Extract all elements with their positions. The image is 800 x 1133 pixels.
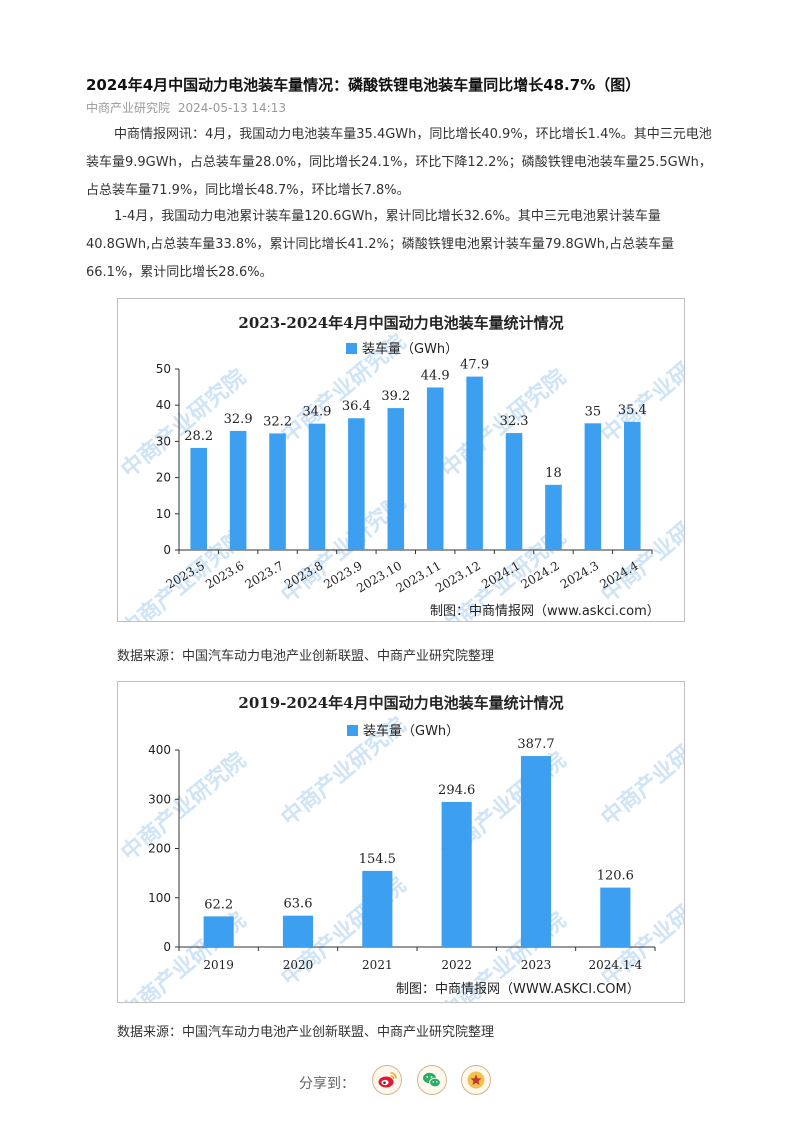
star-icon [467, 1071, 485, 1089]
chart-title: 2023-2024年4月中国动力电池装车量统计情况 [238, 314, 563, 332]
bar [600, 887, 631, 947]
bar [308, 423, 326, 550]
data-label: 154.5 [359, 852, 396, 867]
x-tick-label: 2023 [521, 958, 552, 972]
share-label: 分享到： [299, 1076, 355, 1092]
legend-label: 装车量（GWh） [363, 723, 459, 739]
y-tick-label: 100 [148, 891, 171, 905]
y-tick-label: 200 [148, 842, 171, 856]
article-source[interactable]: 中商产业研究院 [86, 101, 171, 115]
y-tick-label: 300 [148, 792, 171, 806]
article-paragraph: 1-4月，我国动力电池累计装车量120.6GWh，累计同比增长32.6%。其中三… [86, 209, 675, 280]
article-date: 2024-05-13 14:13 [177, 101, 286, 115]
data-label: 47.9 [460, 358, 489, 373]
x-tick-label: 2021 [362, 958, 393, 972]
bar [441, 801, 472, 947]
bar [190, 447, 207, 550]
bar [269, 433, 286, 550]
bar [362, 870, 393, 947]
chart-credit: 制图：中商情报网（WWW.ASKCI.COM） [396, 982, 640, 997]
share-wechat-button[interactable] [417, 1065, 447, 1095]
data-label: 44.9 [421, 368, 450, 383]
y-tick-label: 0 [163, 543, 171, 557]
watermark-text: 中商产业研究院 [596, 712, 684, 831]
wechat-icon [423, 1072, 441, 1088]
data-label: 387.7 [517, 737, 554, 752]
data-label: 34.9 [302, 405, 331, 420]
article-meta: 中商产业研究院 2024-05-13 14:13 [86, 99, 290, 117]
bar [426, 387, 444, 550]
bar [545, 484, 562, 550]
data-label: 32.3 [500, 414, 529, 429]
y-tick-label: 20 [156, 471, 171, 485]
chart-monthly: 中商产业研究院 中商产业研究院 中商产业研究院 中商产业研究院 中商产业研究院 中商产业研… [117, 298, 685, 622]
bar [624, 421, 641, 550]
data-label: 62.2 [204, 897, 233, 912]
x-tick-label: 2019 [203, 958, 234, 972]
x-tick-label: 2024.1-4 [588, 958, 642, 972]
bar [203, 916, 234, 947]
y-tick-label: 10 [156, 507, 171, 521]
article-paragraph: 中商情报网讯：4月，我国动力电池装车量35.4GWh，同比增长40.9%，环比增… [86, 127, 712, 198]
legend-swatch [347, 725, 358, 736]
data-label: 28.2 [184, 429, 213, 444]
x-tick-label: 2024.3 [558, 558, 601, 591]
data-label: 294.6 [438, 783, 475, 798]
watermark-text: 中商产业研究院 [118, 747, 251, 866]
share-favorite-button[interactable] [461, 1065, 491, 1095]
y-tick-label: 50 [156, 362, 171, 376]
bar [520, 756, 552, 947]
data-label: 39.2 [381, 389, 410, 404]
data-label: 32.2 [263, 414, 292, 429]
y-tick-label: 0 [163, 940, 171, 954]
x-tick-label: 2022 [441, 958, 472, 972]
data-source-note: 数据来源：中国汽车动力电池产业创新联盟、中商产业研究院整理 [117, 649, 495, 664]
x-tick-label: 2023.12 [433, 558, 483, 595]
bar [387, 408, 405, 550]
legend-label: 装车量（GWh） [362, 341, 458, 357]
y-tick-label: 30 [156, 434, 171, 448]
data-label: 120.6 [597, 869, 634, 884]
bar [282, 915, 314, 947]
data-label: 63.6 [284, 897, 313, 912]
share-bar: 分享到： [0, 1064, 800, 1100]
weibo-icon [378, 1072, 397, 1088]
data-source-note: 数据来源：中国汽车动力电池产业创新联盟、中商产业研究院整理 [117, 1025, 495, 1040]
share-weibo-button[interactable] [372, 1065, 402, 1095]
bar [584, 423, 602, 550]
legend-swatch [346, 343, 357, 354]
bar [348, 418, 365, 550]
x-tick-label: 2020 [283, 958, 314, 972]
y-tick-label: 40 [156, 398, 171, 412]
article-title: 2024年4月中国动力电池装车量情况：磷酸铁锂电池装车量同比增长48.7%（图） [86, 76, 641, 94]
chart-title: 2019-2024年4月中国动力电池装车量统计情况 [238, 694, 563, 712]
chart-credit: 制图：中商情报网（www.askci.com） [430, 604, 660, 619]
data-label: 32.9 [224, 412, 253, 427]
bar [466, 376, 483, 550]
chart-yearly: 中商产业研究院 中商产业研究院 中商产业研究院 中商产业研究院 中商产业研究院 中商产业研… [117, 681, 685, 1003]
data-label: 18 [545, 466, 562, 481]
data-label: 36.4 [342, 399, 371, 414]
bar [505, 433, 523, 550]
bar [229, 430, 247, 550]
data-label: 35.4 [618, 403, 647, 418]
data-label: 35 [585, 404, 602, 419]
y-tick-label: 400 [148, 743, 171, 757]
